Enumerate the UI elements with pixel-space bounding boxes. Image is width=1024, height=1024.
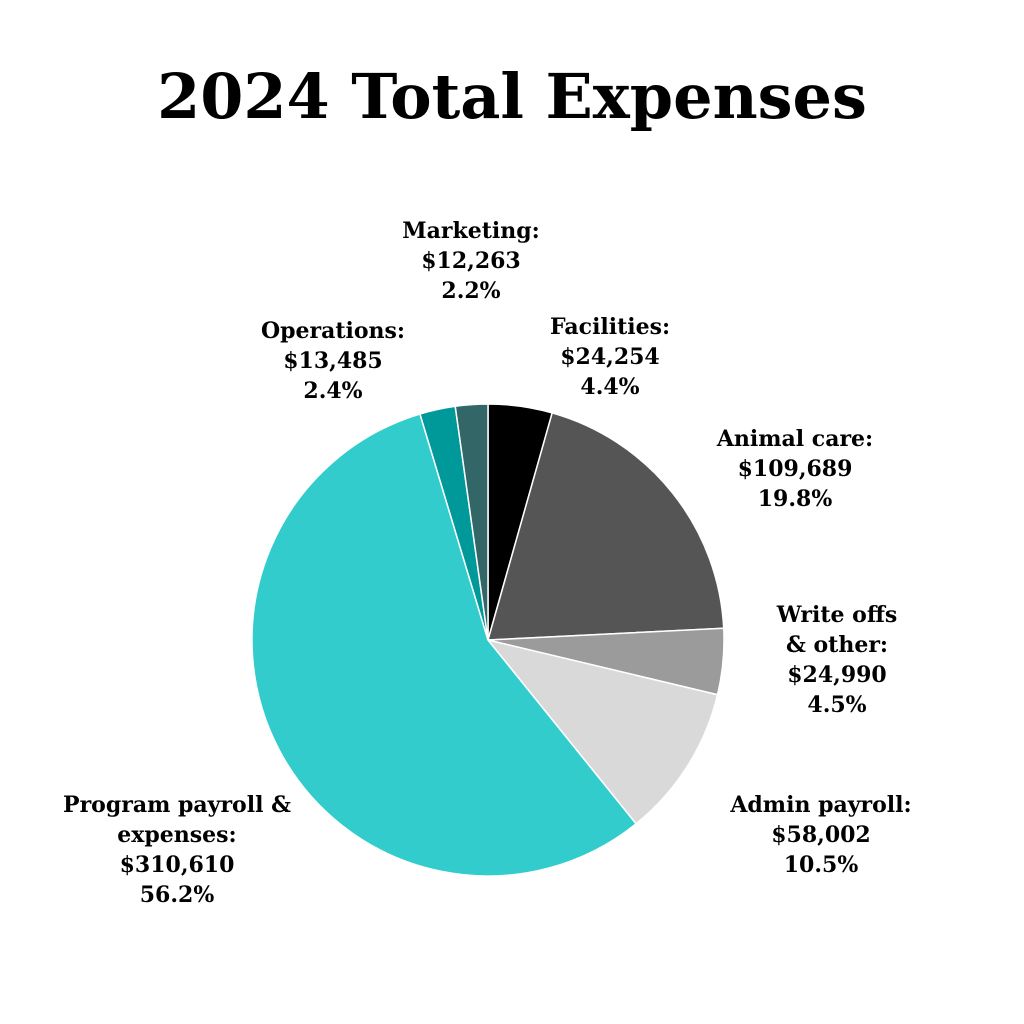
slice-label-program-payroll-percent: 56.2% <box>139 882 215 908</box>
slice-label-facilities-percent: 4.4% <box>580 374 640 400</box>
slice-label-marketing: Marketing: $12,263 2.2% <box>386 216 556 306</box>
slice-label-operations-name: Operations: <box>260 318 406 344</box>
slice-label-marketing-percent: 2.2% <box>441 278 501 304</box>
slice-label-animal-care-percent: 19.8% <box>757 486 833 512</box>
pie-slices <box>251 403 725 877</box>
chart-title: 2024 Total Expenses <box>157 60 867 133</box>
slice-label-write-offs: Write offs & other: $24,990 4.5% <box>772 600 902 720</box>
slice-label-program-payroll-name: Program payroll & expenses: <box>63 792 291 848</box>
slice-label-admin-payroll-name: Admin payroll: <box>730 792 912 818</box>
pie-slice-program-payroll <box>251 413 638 877</box>
slice-label-facilities-name: Facilities: <box>550 314 671 340</box>
slice-label-marketing-name: Marketing: <box>402 218 540 244</box>
slice-label-program-payroll: Program payroll & expenses: $310,610 56.… <box>62 790 292 910</box>
slice-label-write-offs-name: Write offs & other: <box>776 602 898 658</box>
slice-label-write-offs-percent: 4.5% <box>807 692 867 718</box>
slice-label-animal-care-amount: $109,689 <box>737 456 853 482</box>
slice-label-facilities-amount: $24,254 <box>560 344 660 370</box>
pie-slice-marketing <box>454 403 489 641</box>
pie-slice-admin-payroll <box>486 638 719 825</box>
slice-label-admin-payroll-percent: 10.5% <box>783 852 859 878</box>
slice-label-admin-payroll-amount: $58,002 <box>771 822 871 848</box>
pie-slice-animal-care <box>486 411 725 641</box>
slice-label-operations-percent: 2.4% <box>303 378 363 404</box>
slice-label-operations-amount: $13,485 <box>283 348 383 374</box>
slice-label-write-offs-amount: $24,990 <box>787 662 887 688</box>
slice-label-animal-care: Animal care: $109,689 19.8% <box>705 424 885 514</box>
slice-label-operations: Operations: $13,485 2.4% <box>248 316 418 406</box>
slice-label-program-payroll-amount: $310,610 <box>119 852 235 878</box>
slice-label-facilities: Facilities: $24,254 4.4% <box>550 312 670 402</box>
slice-label-marketing-amount: $12,263 <box>421 248 521 274</box>
slice-label-animal-care-name: Animal care: <box>716 426 874 452</box>
slice-label-admin-payroll: Admin payroll: $58,002 10.5% <box>716 790 926 880</box>
